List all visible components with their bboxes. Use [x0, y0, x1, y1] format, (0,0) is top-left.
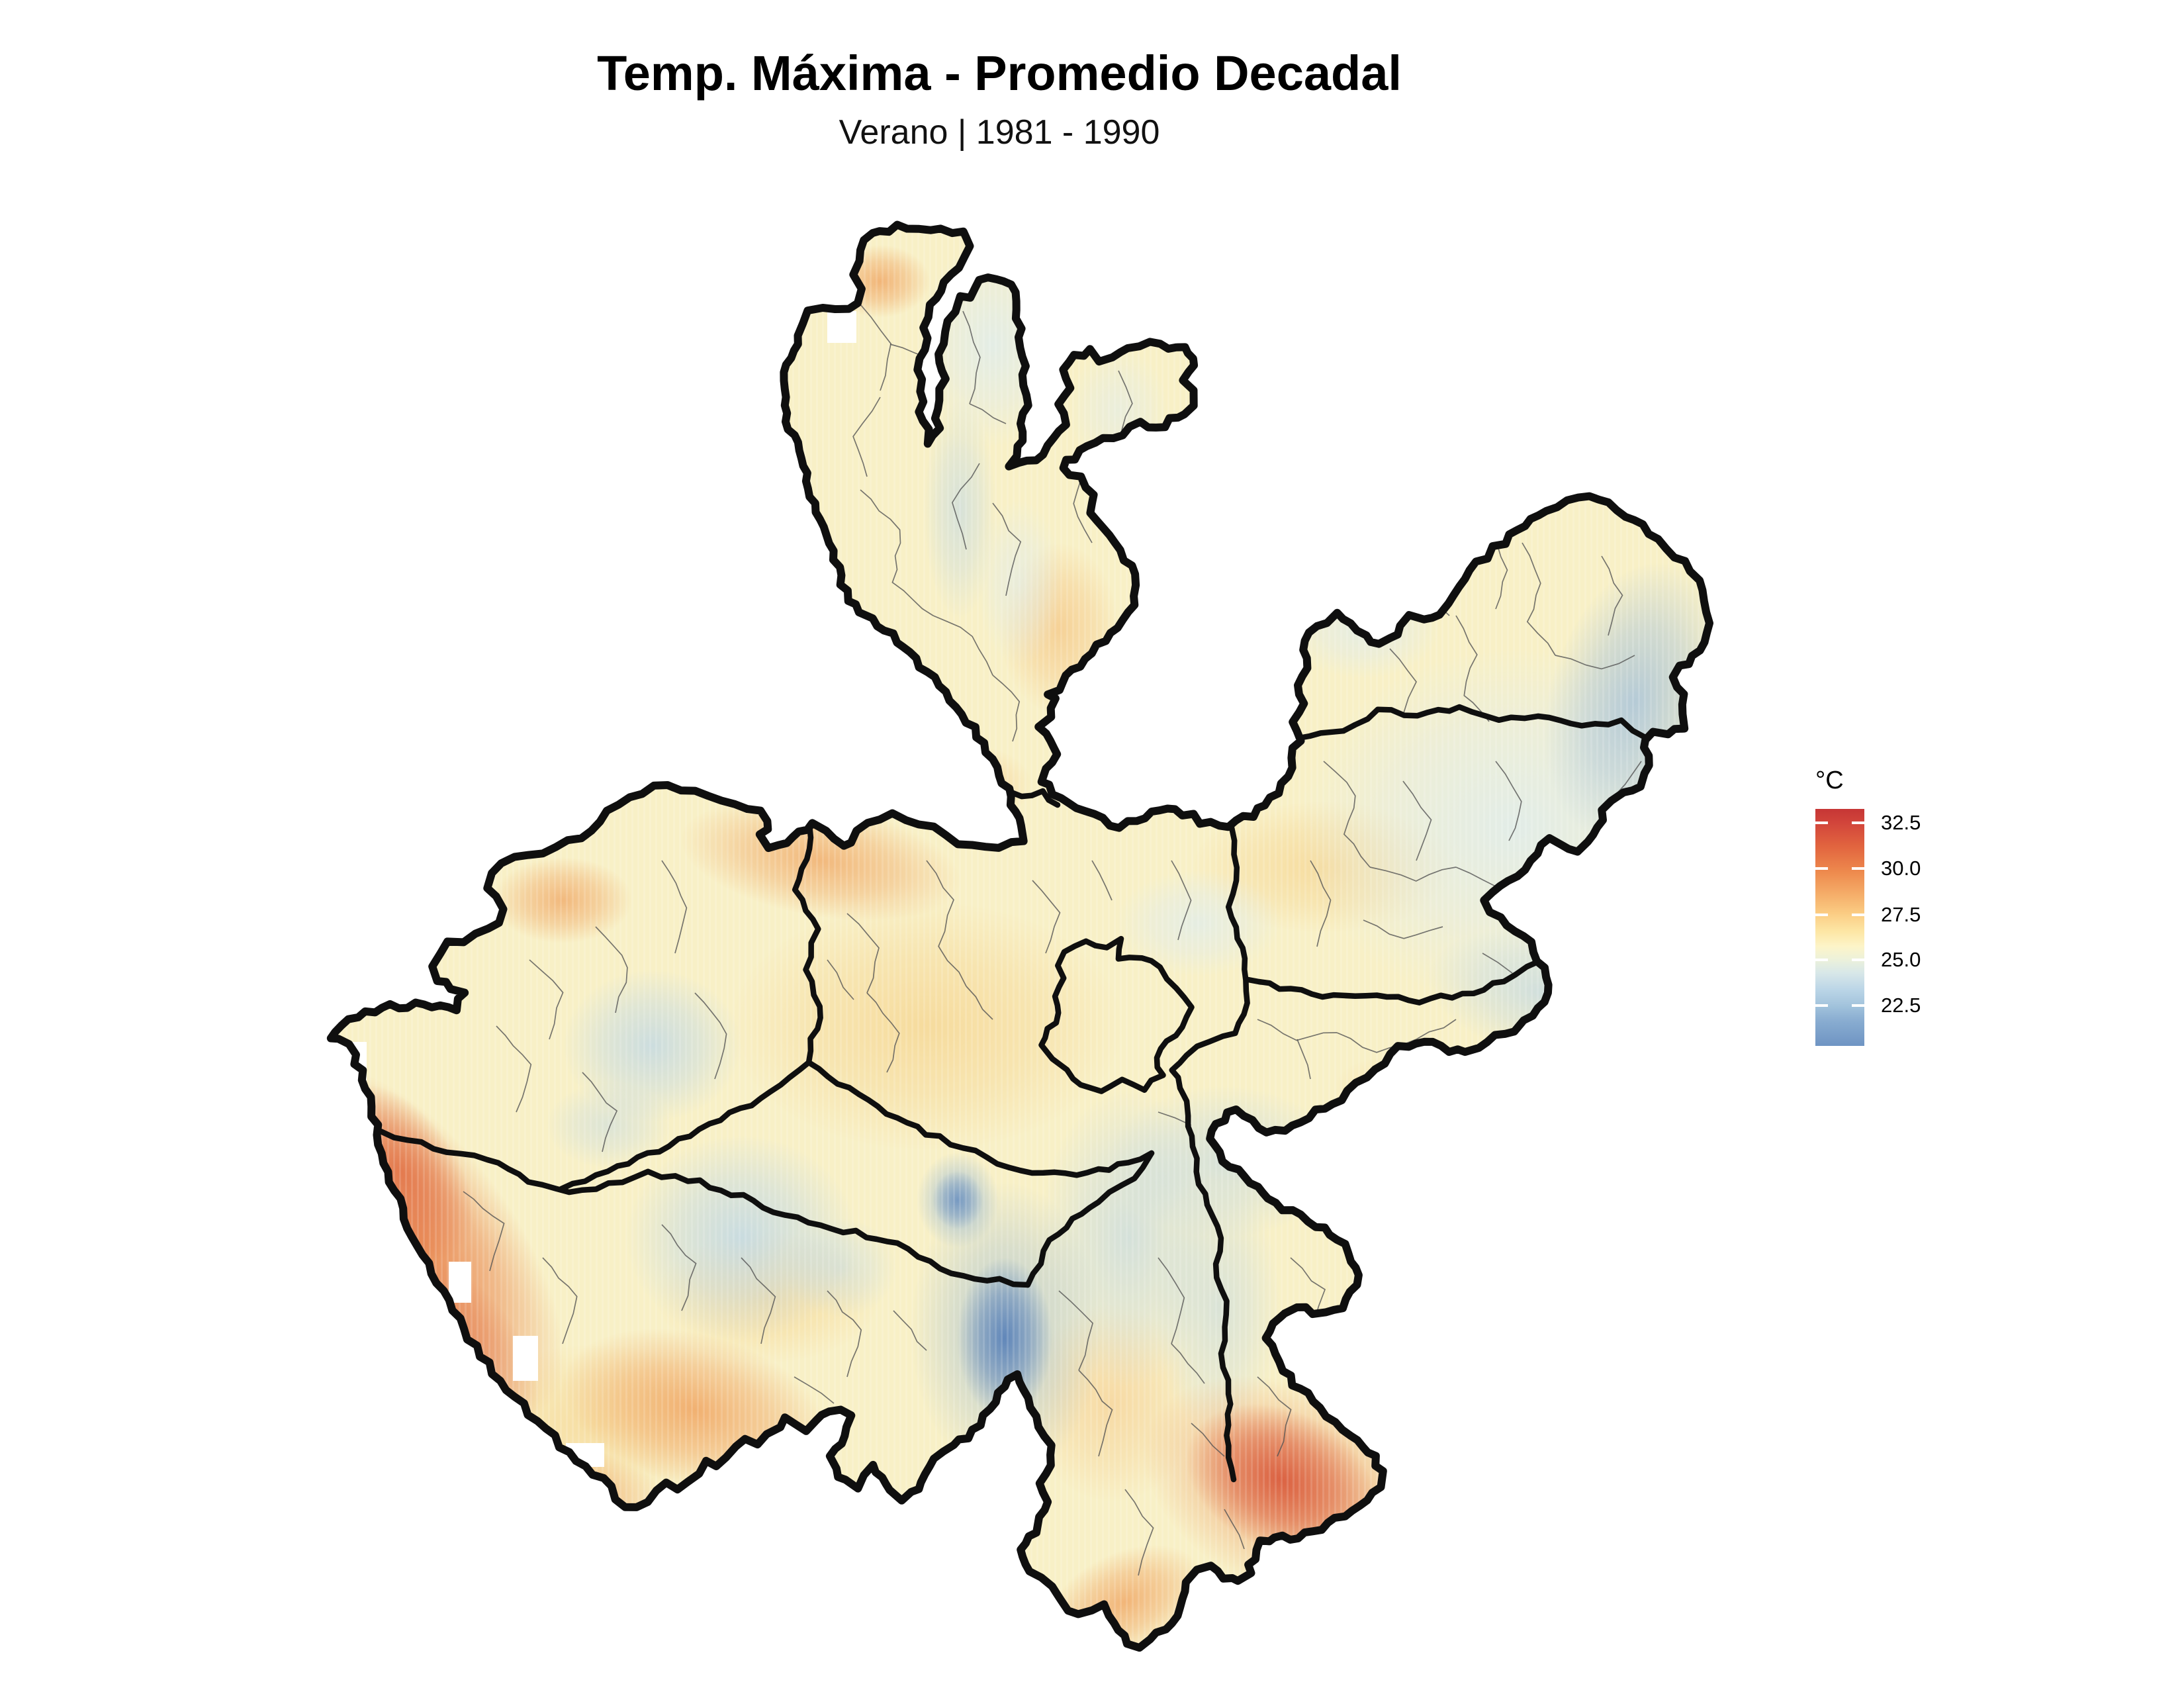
legend-tick-mark	[1852, 959, 1864, 962]
legend-tick-mark	[1852, 1004, 1864, 1008]
legend-tick-mark	[1815, 821, 1828, 824]
legend-colorbar: °C 32.5 30.0 27.5 25.0 22.5	[1807, 767, 1979, 1091]
legend-gradient-bar	[1815, 809, 1864, 1046]
plot-title: Temp. Máxima - Promedio Decadal	[597, 46, 1402, 101]
legend-tick-mark	[1852, 867, 1864, 870]
legend-tick-mark	[1852, 821, 1864, 824]
legend-tick-label: 27.5	[1881, 903, 1921, 927]
legend-tick-label: 25.0	[1881, 948, 1921, 972]
legend-tick-mark	[1815, 1004, 1828, 1008]
legend-tick-label: 30.0	[1881, 856, 1921, 880]
legend-tick-label: 32.5	[1881, 810, 1921, 834]
legend-tick-mark	[1815, 867, 1828, 870]
legend-tick-label: 22.5	[1881, 994, 1921, 1017]
plot-subtitle: Verano | 1981 - 1990	[839, 113, 1160, 152]
legend-title: °C	[1815, 767, 1844, 794]
legend-tick-mark	[1852, 914, 1864, 917]
legend-tick-mark	[1815, 914, 1828, 917]
legend-tick-mark	[1815, 959, 1828, 962]
